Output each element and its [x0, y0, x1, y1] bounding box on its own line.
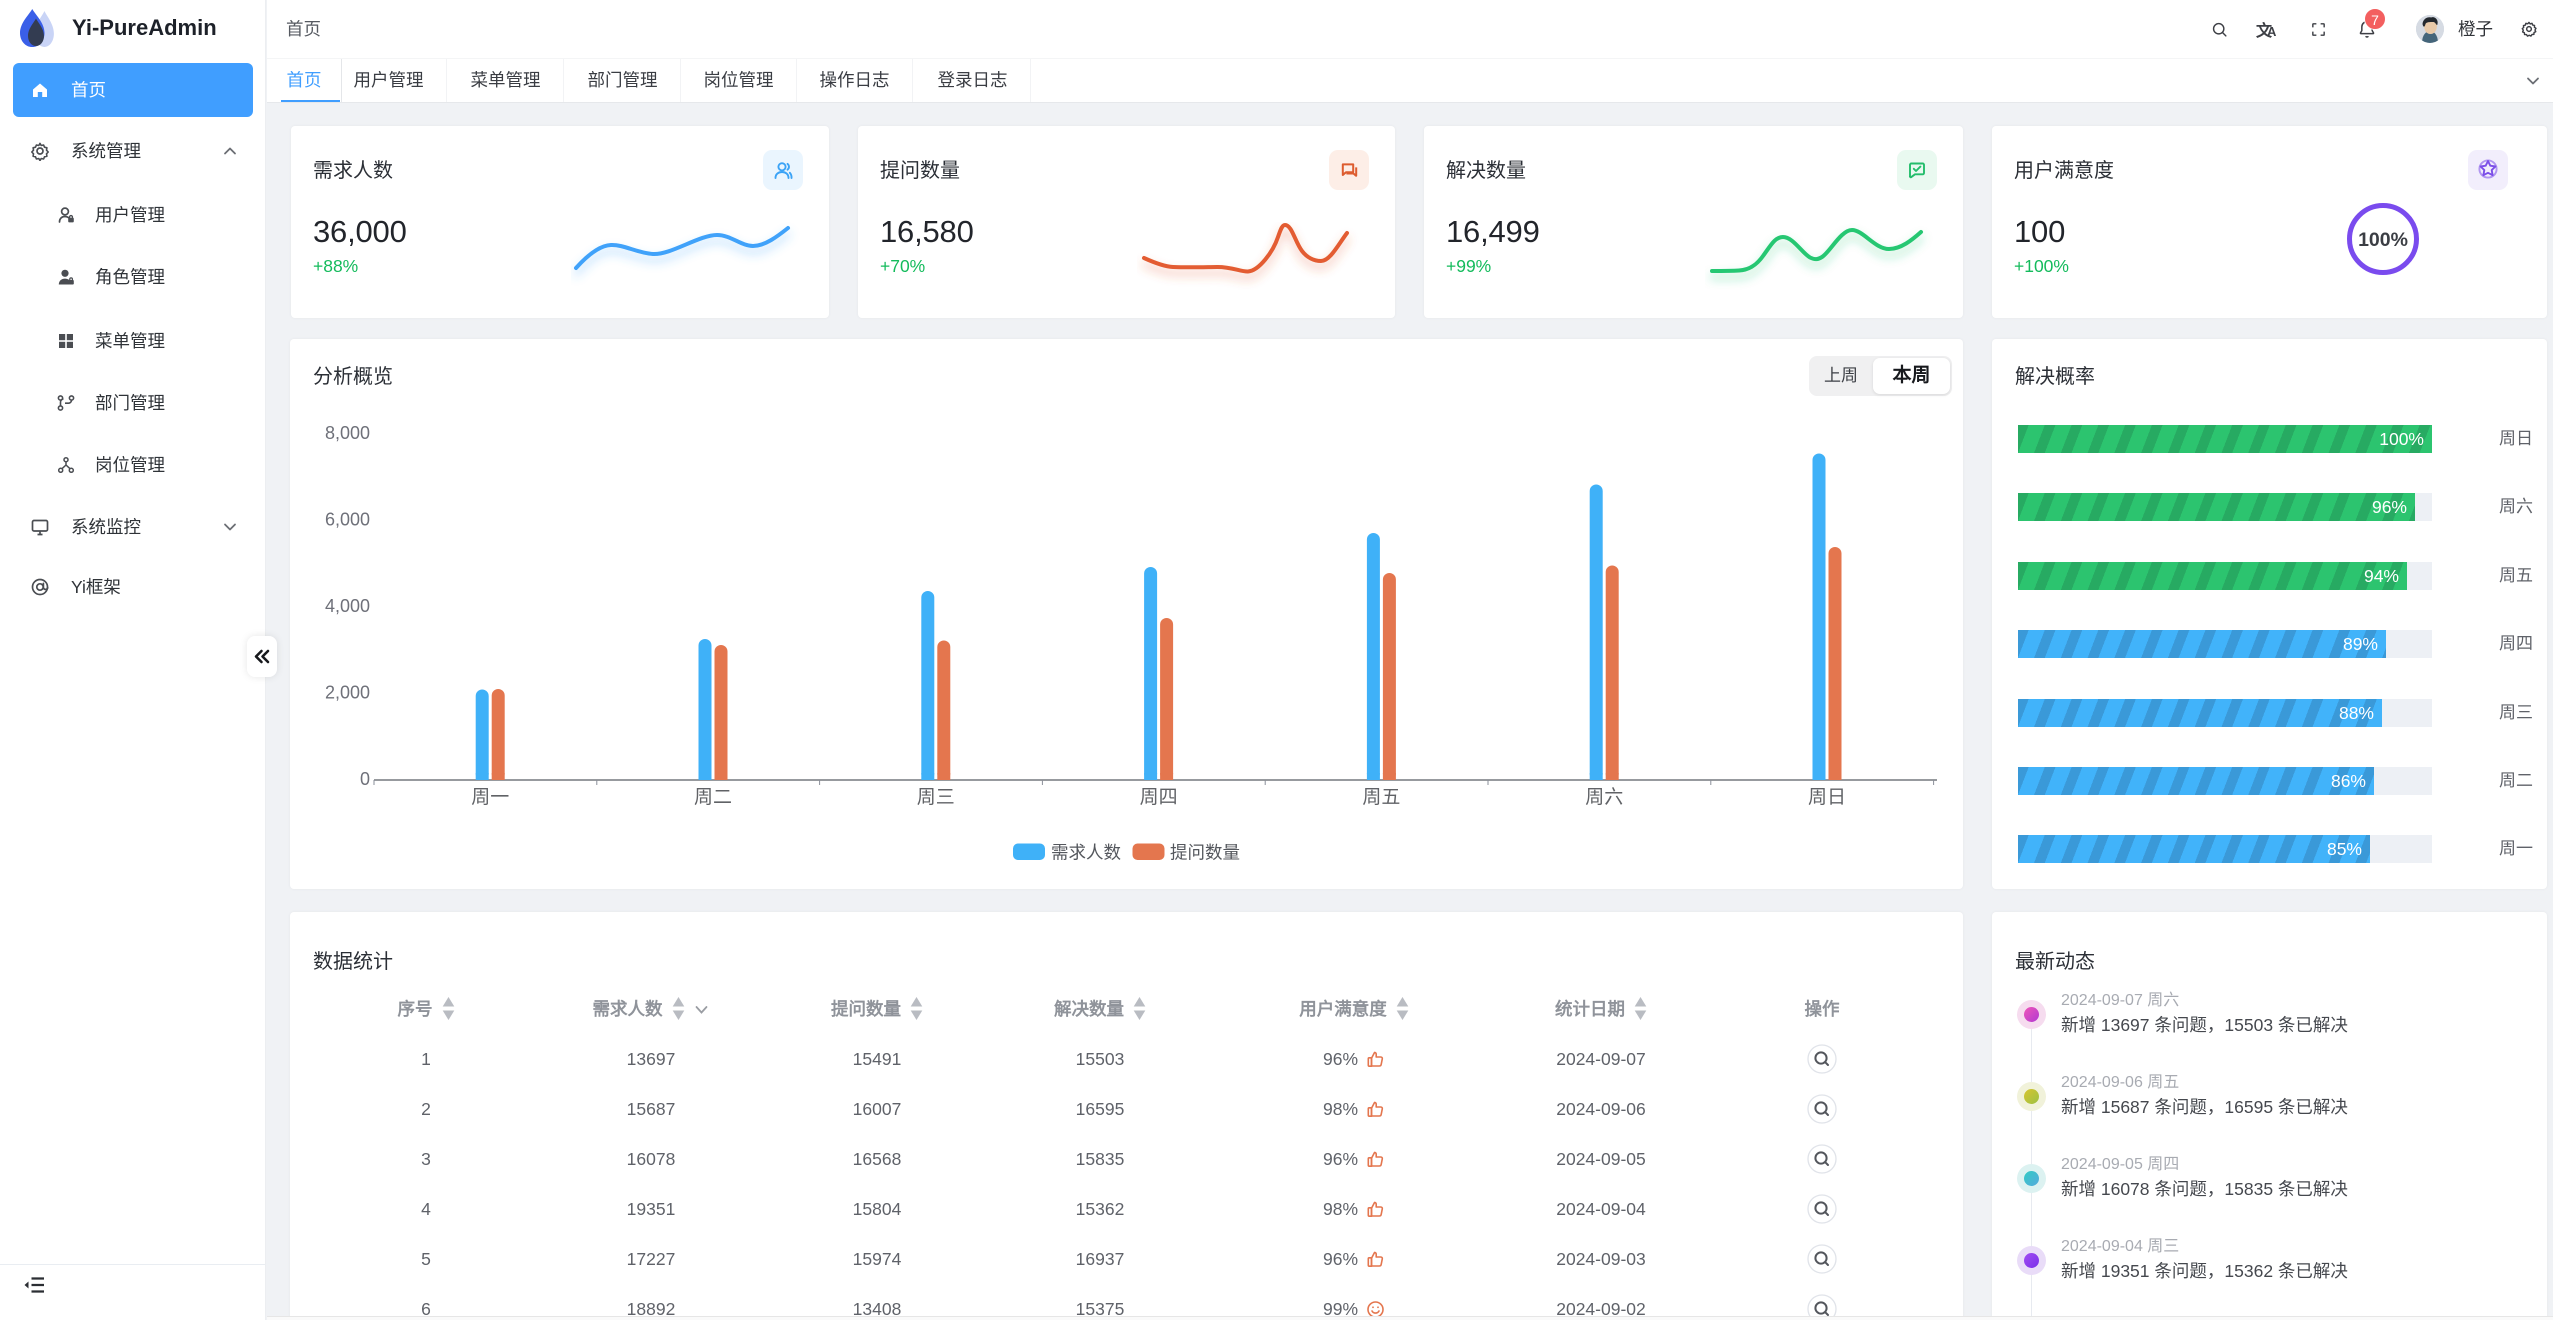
svg-text:周四: 周四	[1140, 787, 1178, 808]
svg-text:6,000: 6,000	[325, 509, 370, 529]
svg-text:需求人数: 需求人数	[1051, 843, 1121, 863]
svg-text:100%: 100%	[2358, 229, 2408, 251]
svg-text:周六: 周六	[1585, 786, 1623, 808]
svg-text:周五: 周五	[1362, 787, 1400, 808]
svg-text:周一: 周一	[471, 787, 509, 808]
svg-text:4,000: 4,000	[325, 596, 370, 616]
svg-text:0: 0	[360, 769, 370, 789]
svg-text:周三: 周三	[917, 787, 955, 808]
svg-text:提问数量: 提问数量	[1170, 843, 1240, 863]
svg-text:周日: 周日	[1808, 787, 1846, 808]
svg-text:8,000: 8,000	[325, 423, 370, 443]
svg-text:周二: 周二	[694, 787, 732, 808]
svg-text:2,000: 2,000	[325, 682, 370, 702]
